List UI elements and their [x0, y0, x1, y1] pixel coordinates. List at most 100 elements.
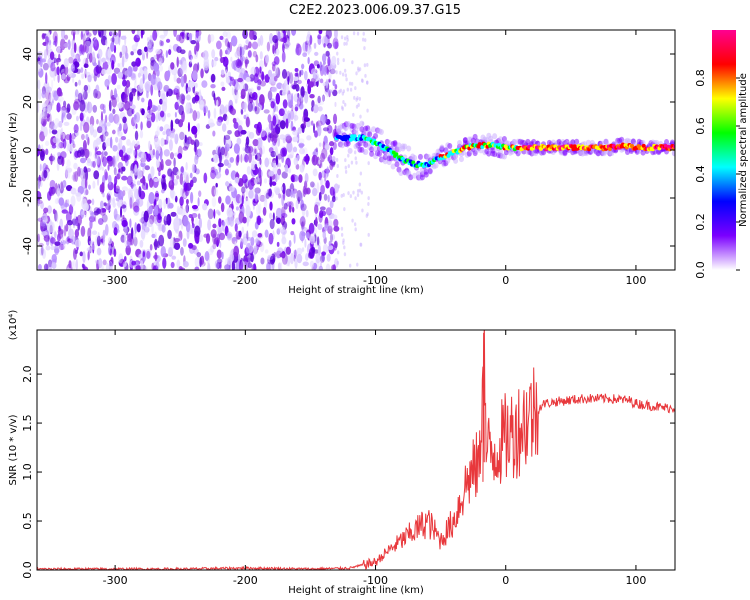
heatmap-cell	[212, 223, 217, 229]
heatmap-cell	[70, 187, 77, 195]
heatmap-cell	[216, 261, 221, 270]
heatmap-cell	[291, 104, 294, 112]
heatmap-cell	[225, 195, 231, 205]
heatmap-cell	[351, 60, 354, 65]
heatmap-cell	[302, 52, 308, 58]
heatmap-cell	[71, 174, 75, 181]
colorbar-tick-label: 0.0	[694, 261, 707, 279]
heatmap-cell	[47, 205, 52, 214]
heatmap-cell	[213, 209, 216, 219]
heatmap-cell	[511, 138, 517, 145]
heatmap-cell	[316, 64, 320, 69]
heatmap-cell	[317, 223, 323, 231]
heatmap-cell	[280, 206, 286, 219]
heatmap-cell	[353, 95, 356, 100]
heatmap-cell	[248, 146, 254, 154]
heatmap-cell	[92, 160, 96, 168]
spectrogram-y-label: Frequency (Hz)	[8, 112, 19, 188]
y-tick-label: 20	[21, 95, 34, 109]
heatmap-cell	[188, 242, 194, 249]
heatmap-cell	[669, 139, 675, 146]
heatmap-cell	[184, 134, 187, 144]
heatmap-cell	[45, 245, 51, 251]
heatmap-cell	[241, 205, 245, 216]
heatmap-cell	[245, 205, 251, 218]
heatmap-cell	[176, 34, 182, 42]
heatmap-cell	[63, 202, 70, 208]
heatmap-cell	[113, 88, 117, 99]
heatmap-cell	[245, 116, 250, 128]
heatmap-cell	[83, 186, 88, 196]
heatmap-cell	[305, 120, 311, 128]
heatmap-cell	[52, 98, 55, 104]
heatmap-cell	[189, 32, 193, 43]
heatmap-cell	[269, 255, 275, 265]
heatmap-cell	[183, 182, 188, 192]
heatmap-cell	[287, 76, 290, 86]
heatmap-cell	[243, 101, 247, 113]
heatmap-cell	[231, 260, 236, 270]
heatmap-cell	[333, 225, 340, 232]
heatmap-cell	[321, 251, 326, 256]
heatmap-cell	[134, 80, 137, 89]
heatmap-cell	[163, 30, 168, 37]
heatmap-cell	[197, 213, 201, 220]
heatmap-cell	[168, 179, 175, 190]
heatmap-cell	[283, 189, 286, 201]
heatmap-cell	[317, 106, 323, 112]
heatmap-cell	[196, 111, 201, 120]
heatmap-cell	[231, 187, 238, 199]
heatmap-cell	[91, 244, 96, 250]
heatmap-cell	[229, 76, 234, 81]
heatmap-cell	[169, 187, 175, 199]
heatmap-cell	[302, 41, 308, 52]
heatmap-cell	[333, 113, 338, 125]
heatmap-cell	[250, 236, 255, 246]
heatmap-cell	[254, 105, 258, 112]
heatmap-cell	[227, 129, 232, 135]
heatmap-cell	[299, 230, 306, 242]
heatmap-cell	[346, 87, 350, 92]
heatmap-cell	[61, 156, 65, 167]
heatmap-cell	[46, 114, 50, 122]
heatmap-cell	[124, 100, 131, 111]
snr-spike	[482, 332, 485, 482]
heatmap-cell	[367, 232, 370, 237]
heatmap-cell	[37, 233, 40, 243]
heatmap-cell	[135, 57, 141, 67]
spectrogram-x-label: Height of straight line (km)	[288, 285, 424, 296]
heatmap-cell	[77, 222, 81, 231]
heatmap-cell	[253, 73, 259, 84]
heatmap-cell	[173, 87, 179, 96]
heatmap-cell	[246, 214, 249, 227]
heatmap-cell	[334, 83, 338, 90]
heatmap-cell	[325, 180, 330, 189]
heatmap-cell	[96, 235, 101, 247]
heatmap-cell	[139, 218, 144, 223]
heatmap-cell	[267, 90, 273, 101]
heatmap-cell	[173, 157, 176, 168]
heatmap-cell	[264, 249, 269, 254]
heatmap-cell	[224, 143, 230, 152]
heatmap-cell	[141, 108, 145, 116]
heatmap-cell	[240, 108, 244, 115]
heatmap-cell	[169, 152, 175, 160]
heatmap-cell	[343, 207, 346, 212]
heatmap-cell	[198, 89, 202, 101]
heatmap-cell	[140, 151, 147, 164]
heatmap-cell	[63, 239, 66, 250]
heatmap-cell	[64, 34, 69, 40]
heatmap-cell	[97, 30, 104, 38]
heatmap-cell	[222, 38, 228, 43]
heatmap-cell	[102, 229, 106, 240]
heatmap-cell	[304, 70, 308, 81]
heatmap-cell	[325, 263, 331, 270]
heatmap-cell	[177, 67, 183, 78]
heatmap-cell	[231, 60, 236, 70]
heatmap-cell	[275, 48, 280, 56]
heatmap-cell	[153, 178, 159, 183]
heatmap-cell	[244, 59, 250, 65]
heatmap-cell	[113, 113, 120, 124]
heatmap-cell	[314, 204, 319, 215]
heatmap-cell	[56, 151, 62, 157]
